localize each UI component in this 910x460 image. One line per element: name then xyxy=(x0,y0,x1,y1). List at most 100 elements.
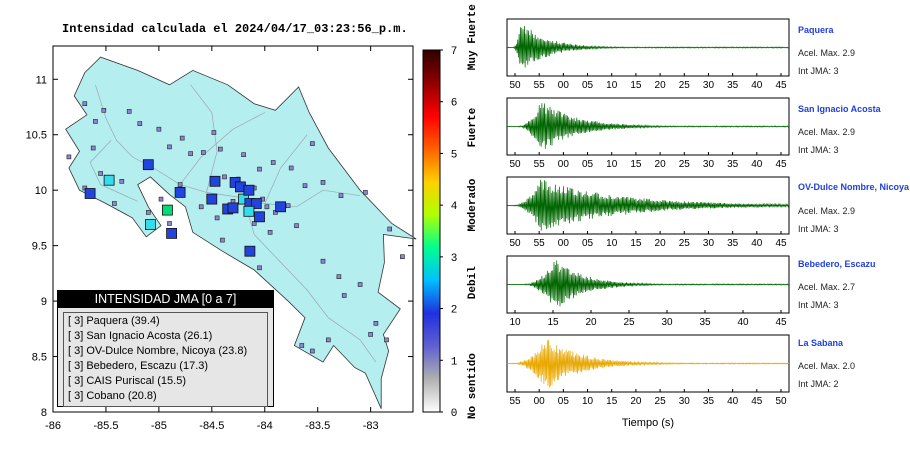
waveform-tick-label: 20 xyxy=(585,317,597,328)
waveform-tick-label: 55 xyxy=(534,238,546,249)
colorbar-tick-label: 2 xyxy=(451,305,458,317)
intensity-marker xyxy=(142,159,154,171)
intensity-marker xyxy=(209,175,221,187)
legend-row: [ 3] OV-Dulce Nombre, Nicoya (23.8) xyxy=(68,345,248,357)
colorbar-tick-label: 6 xyxy=(451,98,458,110)
station-marker xyxy=(218,146,223,152)
station-name: Bebedero, Escazu xyxy=(798,259,876,269)
waveform-tick-label: 20 xyxy=(655,159,667,170)
waveform-tick-label: 40 xyxy=(727,396,739,407)
x-tick-label: -84.5 xyxy=(199,420,224,432)
waveform-tick-label: 35 xyxy=(703,396,715,407)
colorbar-class-label: Debil xyxy=(467,266,479,299)
station-marker xyxy=(257,265,262,271)
legend-row: [ 3] CAIS Puriscal (15.5) xyxy=(68,375,186,387)
waveform-tick-label: 00 xyxy=(534,396,546,407)
station-intensity: Int JMA: 2 xyxy=(798,379,839,389)
x-tick-label: -83.5 xyxy=(305,420,330,432)
station-marker xyxy=(137,121,143,126)
intensity-marker xyxy=(254,211,265,223)
station-marker xyxy=(341,293,347,298)
waveform-tick-label: 05 xyxy=(582,80,594,91)
y-tick-label: 8.5 xyxy=(32,352,47,364)
waveform-tick-label: 35 xyxy=(699,317,711,328)
waveform-tick-label: 25 xyxy=(679,238,691,249)
legend-row: [ 3] Cobano (20.8) xyxy=(68,390,157,402)
x-tick-label: -85.5 xyxy=(93,420,118,432)
colorbar: 0 1 2 3 4 5 6 7 No sentido Debil Moderado Fuerte Muy… xyxy=(422,4,479,420)
station-marker xyxy=(112,201,117,206)
legend-header: INTENSIDAD JMA [0 a 7] xyxy=(58,291,273,308)
station-name: OV-Dulce Nombre, Nicoya xyxy=(798,182,910,192)
station-marker xyxy=(126,109,132,114)
waveform-tick-label: 00 xyxy=(558,159,570,170)
colorbar-class-label: Muy Fuerte xyxy=(467,4,479,70)
station-marker xyxy=(222,174,227,180)
waveform-trace xyxy=(506,103,790,149)
road-line xyxy=(243,197,377,363)
station-marker xyxy=(167,144,172,150)
waveform-tick-label: 15 xyxy=(606,396,618,407)
colorbar-tick-label: 3 xyxy=(451,253,458,265)
colorbar-class-label: Fuerte xyxy=(467,107,479,147)
x-tick-label: -84 xyxy=(257,420,273,432)
station-name: San Ignacio Acosta xyxy=(798,104,881,114)
legend-row: [ 3] Paquera (39.4) xyxy=(68,315,160,327)
y-tick-label: 10.5 xyxy=(26,130,47,142)
map-title: Intensidad calculada el 2024/04/17_03:23… xyxy=(62,22,408,36)
intensity-marker xyxy=(243,184,255,196)
waveform-tick-label: 30 xyxy=(703,159,715,170)
station-marker xyxy=(257,166,262,172)
waveform-tick-label: 50 xyxy=(509,159,521,170)
station-max-accel: Acel. Max. 2.7 xyxy=(798,282,856,292)
station-marker xyxy=(267,230,273,235)
intensity-marker xyxy=(161,204,173,216)
waveform-tick-label: 25 xyxy=(679,80,691,91)
waveform-trace xyxy=(506,339,790,388)
station-marker xyxy=(146,210,151,215)
waveform-tick-label: 05 xyxy=(558,396,570,407)
map-content xyxy=(65,56,417,409)
station-marker xyxy=(310,141,315,146)
legend-row: [ 3] San Ignacio Acosta (26.1) xyxy=(68,330,213,342)
waveform-tick-label: 05 xyxy=(582,159,594,170)
station-marker xyxy=(198,204,204,210)
waveform-tick-label: 10 xyxy=(509,317,521,328)
station-marker xyxy=(363,190,368,195)
station-marker xyxy=(325,337,331,343)
waveform-tick-label: 45 xyxy=(775,159,787,170)
map-axes: 11 10.5 10 9.5 9 8.5 8-86 -85.5 -85 -84.5 -84 -83.5… xyxy=(26,46,413,432)
station-name: Paquera xyxy=(798,25,834,35)
y-tick-label: 10 xyxy=(35,185,47,197)
y-tick-label: 11 xyxy=(36,74,47,86)
waveform-trace xyxy=(506,179,790,231)
station-max-accel: Acel. Max. 2.0 xyxy=(798,361,856,371)
x-tick-label: -83 xyxy=(363,420,379,432)
waveform-tick-label: 45 xyxy=(775,238,787,249)
waveform-tick-label: 00 xyxy=(558,80,570,91)
waveform-tick-label: 50 xyxy=(509,80,521,91)
station-marker xyxy=(357,282,363,287)
station-name: La Sabana xyxy=(798,338,844,348)
waveform-tick-label: 15 xyxy=(630,238,642,249)
intensity-marker xyxy=(250,198,262,209)
waveform-tick-label: 40 xyxy=(751,238,763,249)
waveform-tick-label: 20 xyxy=(655,238,667,249)
waveform-tick-label: 10 xyxy=(606,159,618,170)
x-tick-label: -85 xyxy=(151,420,167,432)
waveform-tick-label: 05 xyxy=(582,238,594,249)
waveform-tick-label: 40 xyxy=(751,159,763,170)
waveform-tick-label: 35 xyxy=(727,80,739,91)
station-marker xyxy=(188,151,193,156)
station-marker xyxy=(82,101,88,106)
station-max-accel: Acel. Max. 2.9 xyxy=(798,48,856,58)
road-line xyxy=(95,84,361,208)
station-marker xyxy=(294,223,299,228)
y-tick-label: 9.5 xyxy=(32,241,47,253)
station-max-accel: Acel. Max. 2.9 xyxy=(798,127,856,137)
colorbar-tick-label: 4 xyxy=(451,201,458,213)
station-marker xyxy=(299,343,305,348)
legend-row: [ 3] Bebedero, Escazu (17.3) xyxy=(68,360,209,372)
waveform-tick-label: 30 xyxy=(661,317,673,328)
station-marker xyxy=(336,274,342,280)
